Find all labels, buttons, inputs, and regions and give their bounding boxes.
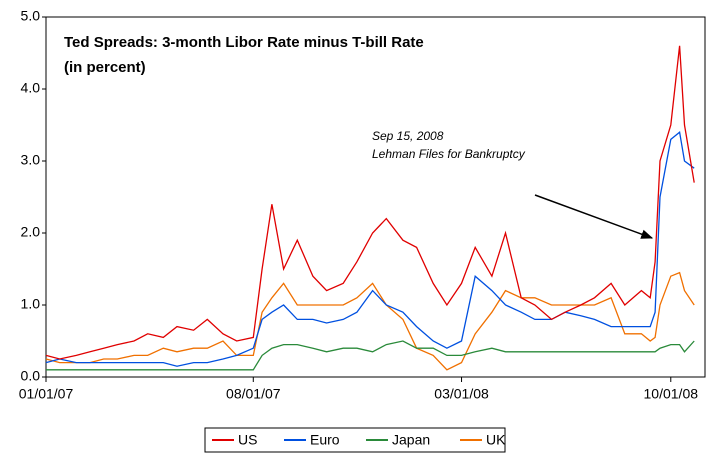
annotation: Sep 15, 2008 <box>372 129 444 143</box>
annotation: Lehman Files for Bankruptcy <box>372 147 526 161</box>
x-tick-label: 01/01/07 <box>19 386 74 402</box>
annotation-arrow <box>534 194 654 239</box>
y-tick-label: 2.0 <box>21 224 41 240</box>
y-tick-label: 1.0 <box>21 296 41 312</box>
series-line <box>45 45 695 360</box>
y-tick-label: 4.0 <box>21 80 41 96</box>
legend-box <box>204 427 506 453</box>
y-tick-label: 3.0 <box>21 152 41 168</box>
y-tick-label: 5.0 <box>21 8 41 24</box>
legend-label: US <box>238 432 257 448</box>
legend-label: Euro <box>310 432 340 448</box>
series-line <box>46 340 695 371</box>
series-line <box>45 271 695 371</box>
x-tick-label: 03/01/08 <box>434 386 489 402</box>
y-tick-label: 0.0 <box>21 368 41 384</box>
legend-label: Japan <box>392 432 430 448</box>
x-tick-label: 10/01/08 <box>644 386 699 402</box>
chart-title: Ted Spreads: 3-month Libor Rate minus T-… <box>64 34 424 51</box>
plot-frame <box>45 16 706 378</box>
x-tick-label: 08/01/07 <box>226 386 281 402</box>
series-line <box>45 130 695 367</box>
legend-label: UK <box>486 432 506 448</box>
chart-subtitle: (in percent) <box>64 59 146 76</box>
